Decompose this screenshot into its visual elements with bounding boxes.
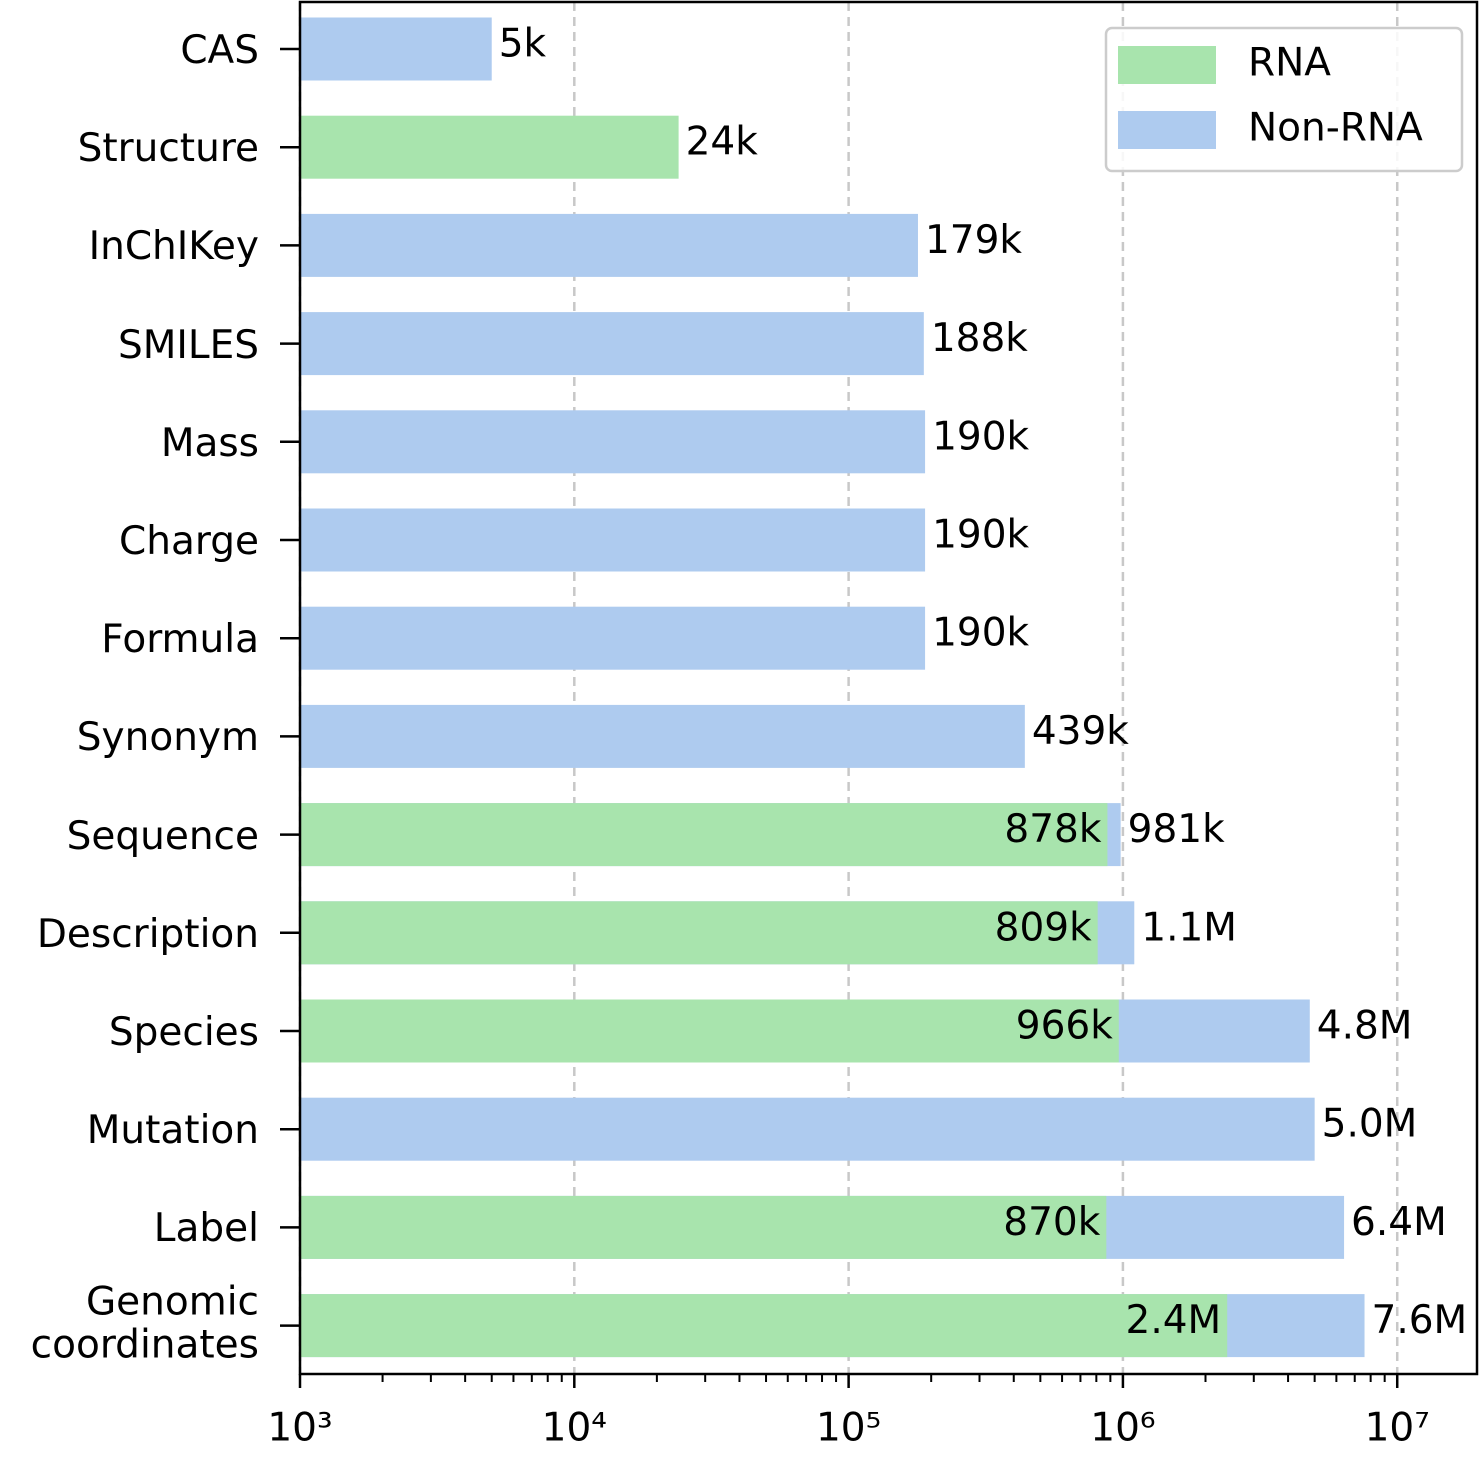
value-label: 188k bbox=[931, 316, 1028, 361]
bar bbox=[300, 999, 1119, 1063]
bar bbox=[300, 115, 679, 179]
bar bbox=[300, 606, 926, 670]
bar bbox=[300, 508, 926, 572]
value-label: 5k bbox=[499, 22, 547, 67]
value-label: 981k bbox=[1128, 807, 1225, 852]
bar bbox=[300, 1294, 1228, 1358]
x-tick-label: 10⁴ bbox=[542, 1406, 607, 1451]
value-label: 870k bbox=[1003, 1200, 1100, 1245]
value-label: 7.6M bbox=[1372, 1298, 1468, 1343]
legend-swatch bbox=[1118, 46, 1216, 84]
y-tick-label: Sequence bbox=[66, 813, 259, 859]
x-tick-label: 10⁵ bbox=[816, 1406, 881, 1451]
legend-label: RNA bbox=[1248, 41, 1331, 86]
y-tick-label: InChIKey bbox=[88, 224, 259, 270]
value-label: 4.8M bbox=[1317, 1004, 1413, 1049]
y-tick-label: Formula bbox=[101, 617, 259, 663]
y-tick-label: Genomic coordinates bbox=[30, 1278, 259, 1368]
value-label: 966k bbox=[1016, 1004, 1113, 1049]
plot-frame bbox=[298, 0, 1479, 1376]
value-label: 1.1M bbox=[1141, 905, 1237, 950]
bar bbox=[300, 1097, 1315, 1161]
y-tick-label: Synonym bbox=[76, 715, 259, 761]
bar bbox=[300, 803, 1108, 867]
value-label: 179k bbox=[925, 218, 1022, 263]
y-tick-label: Species bbox=[108, 1010, 259, 1056]
y-tick-label: Mass bbox=[160, 420, 259, 466]
bar bbox=[300, 312, 924, 376]
value-label: 24k bbox=[686, 120, 759, 165]
x-tick-label: 10³ bbox=[267, 1406, 332, 1451]
bar bbox=[300, 1195, 1107, 1259]
value-label: 190k bbox=[932, 611, 1029, 656]
value-label: 190k bbox=[932, 414, 1029, 459]
y-tick-label: Charge bbox=[119, 519, 259, 565]
value-label: 190k bbox=[932, 513, 1029, 558]
y-tick-label: CAS bbox=[180, 28, 259, 74]
bar bbox=[300, 901, 1098, 965]
value-label: 2.4M bbox=[1126, 1298, 1222, 1343]
y-tick-label: Mutation bbox=[86, 1108, 259, 1154]
value-label: 5.0M bbox=[1322, 1102, 1418, 1147]
x-tick-label: 10⁶ bbox=[1090, 1406, 1155, 1451]
bar bbox=[300, 17, 492, 81]
value-label: 809k bbox=[995, 905, 1092, 950]
legend-swatch bbox=[1118, 111, 1216, 149]
bar bbox=[300, 410, 926, 474]
y-tick-label: Description bbox=[36, 911, 259, 957]
value-label: 878k bbox=[1004, 807, 1101, 852]
y-tick-label: Label bbox=[153, 1206, 259, 1252]
bar bbox=[300, 213, 918, 277]
value-label: 439k bbox=[1032, 709, 1129, 754]
bar bbox=[300, 704, 1025, 768]
x-tick-label: 10⁷ bbox=[1365, 1406, 1430, 1451]
y-tick-label: Structure bbox=[77, 126, 259, 172]
value-label: 6.4M bbox=[1351, 1200, 1447, 1245]
y-tick-label: SMILES bbox=[117, 322, 259, 368]
legend-label: Non-RNA bbox=[1248, 106, 1423, 151]
